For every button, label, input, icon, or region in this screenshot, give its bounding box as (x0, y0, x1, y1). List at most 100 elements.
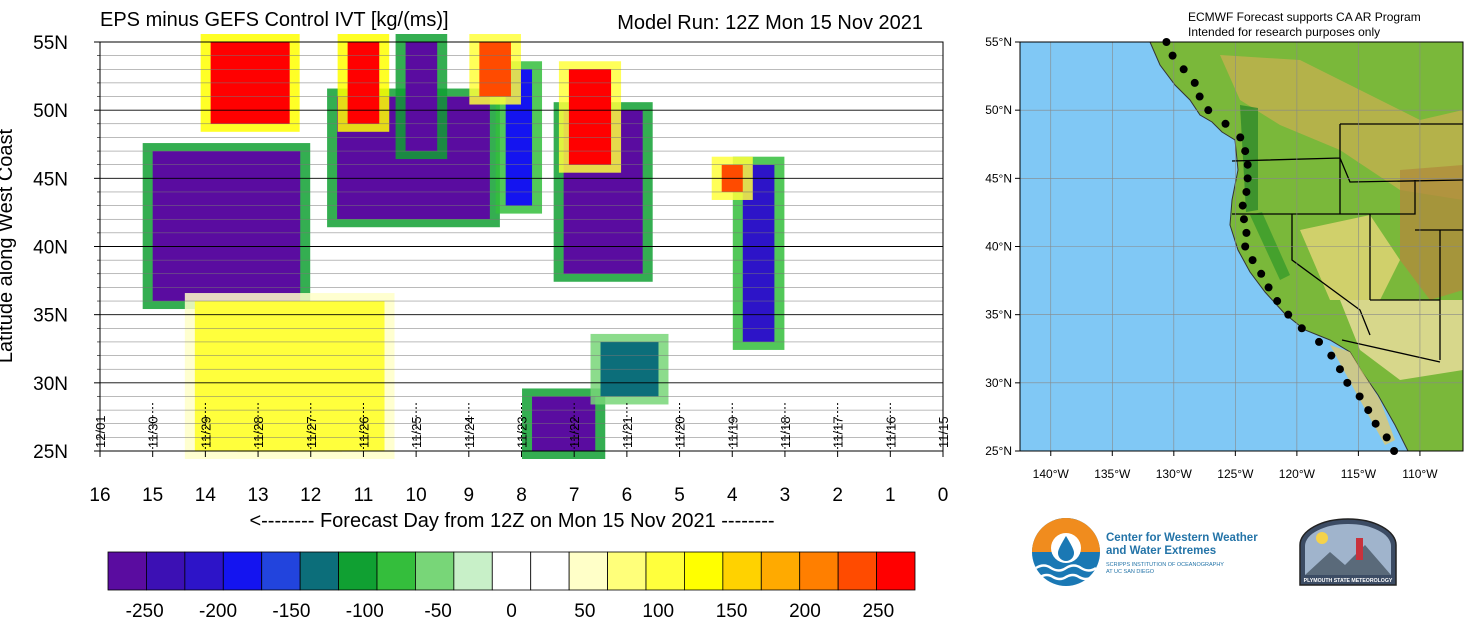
y-tick-label: 50N (33, 101, 68, 122)
y-tick-label: 40N (33, 238, 68, 259)
coast-point (1236, 133, 1245, 142)
ecmwf-note-line2: Intended for research purposes only (1188, 25, 1380, 39)
cw3e-inst-line1: SCRIPPS INSTITUTION OF OCEANOGRAPHY (1106, 562, 1224, 568)
cw3e-inst-line2: AT UC SAN DIEGO (1106, 569, 1155, 575)
map-lat-label: 35°N (985, 308, 1012, 322)
map-lat-labels: 25°N 30°N 35°N 40°N 45°N 50°N 55°N (985, 35, 1020, 458)
coast-point (1371, 419, 1380, 428)
date-marker-label: 11/27 (304, 416, 319, 448)
west-coast-map (1019, 38, 1464, 455)
colorbar-swatch (415, 551, 455, 591)
ivt-feature-core (568, 69, 612, 165)
coast-point (1221, 119, 1230, 128)
coast-point (1355, 392, 1364, 401)
map-cascades (1240, 105, 1258, 212)
coast-point (1335, 365, 1344, 374)
psu-tower (1356, 538, 1363, 560)
coast-point (1315, 337, 1324, 346)
coast-point (1343, 378, 1352, 387)
date-marker-label: 11/20 (673, 416, 688, 448)
coast-point (1297, 324, 1306, 333)
cw3e-name-line2: and Water Extremes (1106, 545, 1216, 557)
map-lon-label: 110°W (1402, 467, 1438, 481)
psu-mountain (1305, 545, 1391, 575)
date-marker-label: 11/23 (515, 416, 530, 448)
map-lon-label: 115°W (1341, 467, 1377, 481)
plot-area: 12/01 11/30 11/29 11/28 11/27 11/26 11/25 11/24… (93, 34, 951, 459)
coast-point (1242, 228, 1251, 237)
chart-title: EPS minus GEFS Control IVT [kg/(ms)] (100, 9, 449, 31)
colorbar-label: 200 (789, 601, 821, 622)
colorbar-swatch (760, 551, 801, 591)
cw3e-logo-waves (1035, 564, 1097, 572)
date-marker-label: 11/16 (883, 416, 898, 448)
x-tick-label: 9 (464, 485, 475, 506)
x-tick-label: 3 (780, 485, 791, 506)
y-axis-ticks: 25N 30N 35N 40N 45N 50N 55N (33, 33, 100, 463)
colorbar-swatch (837, 551, 877, 591)
map-mountains-north (1220, 55, 1463, 200)
colorbar-swatch (146, 551, 186, 591)
colorbar-swatch (338, 551, 378, 591)
coast-point (1257, 269, 1266, 278)
coast-point (1327, 351, 1336, 360)
y-tick-label: 30N (33, 374, 68, 395)
map-basin (1300, 215, 1400, 300)
y-tick-label: 25N (33, 442, 68, 463)
colorbar-label: -100 (346, 601, 384, 622)
colorbar-swatch (299, 551, 339, 591)
x-tick-label: 6 (622, 485, 633, 506)
x-tick-label: 5 (674, 485, 685, 506)
colorbar-label: -250 (126, 601, 164, 622)
date-marker-label: 11/25 (409, 416, 424, 448)
colorbar-label: -200 (199, 601, 237, 622)
coast-point (1243, 174, 1252, 183)
coast-point (1179, 65, 1188, 74)
ivt-difference-field (142, 34, 785, 459)
y-tick-label: 55N (33, 33, 68, 54)
colorbar-swatch (376, 551, 416, 591)
colorbar (107, 551, 916, 591)
x-tick-label: 7 (569, 485, 580, 506)
colorbar-label: 250 (862, 601, 894, 622)
colorbar-swatch (261, 551, 301, 591)
plymouth-state-logo: PLYMOUTH STATE METEOROLOGY (1299, 518, 1397, 586)
map-lat-label: 40°N (985, 240, 1012, 254)
sun-icon (1316, 532, 1328, 544)
date-marker-label: 11/26 (356, 416, 371, 448)
x-tick-label: 4 (727, 485, 738, 506)
colorbar-swatch (453, 551, 493, 591)
colorbar-swatch (607, 551, 647, 591)
psu-text: PLYMOUTH STATE METEOROLOGY (1304, 578, 1393, 584)
colorbar-swatch (222, 551, 263, 591)
x-tick-label: 10 (406, 485, 427, 506)
colorbar-swatch (568, 551, 608, 591)
date-marker-label: 11/19 (725, 416, 740, 448)
colorbar-swatch (184, 551, 224, 591)
map-lon-label: 125°W (1217, 467, 1254, 481)
coast-point (1364, 406, 1373, 415)
map-lon-label: 135°W (1094, 467, 1131, 481)
colorbar-swatch (107, 551, 147, 591)
coast-point (1273, 297, 1282, 306)
x-axis-label: <-------- Forecast Day from 12Z on Mon 1… (249, 510, 774, 532)
colorbar-label: 150 (716, 601, 748, 622)
x-axis-ticks: 16 15 14 13 12 11 10 9 8 7 6 5 4 3 2 1 0 (89, 451, 948, 506)
map-lat-label: 25°N (985, 444, 1012, 458)
map-lon-label: 120°W (1279, 467, 1316, 481)
date-marker-label: 11/24 (462, 416, 477, 448)
coast-point (1248, 256, 1257, 265)
colorbar-label: 100 (642, 601, 674, 622)
colorbar-swatch (645, 551, 685, 591)
colorbar-swatch (722, 551, 762, 591)
droplet-icon (1058, 536, 1074, 561)
date-marker-label: 11/21 (620, 416, 635, 448)
map-lat-label: 50°N (985, 103, 1012, 117)
colorbar-label: 50 (574, 601, 595, 622)
map-state-borders (1231, 123, 1464, 363)
map-central-valley (1250, 212, 1290, 280)
colorbar-swatch (684, 551, 724, 591)
x-tick-label: 2 (832, 485, 843, 506)
coast-point (1242, 187, 1251, 196)
